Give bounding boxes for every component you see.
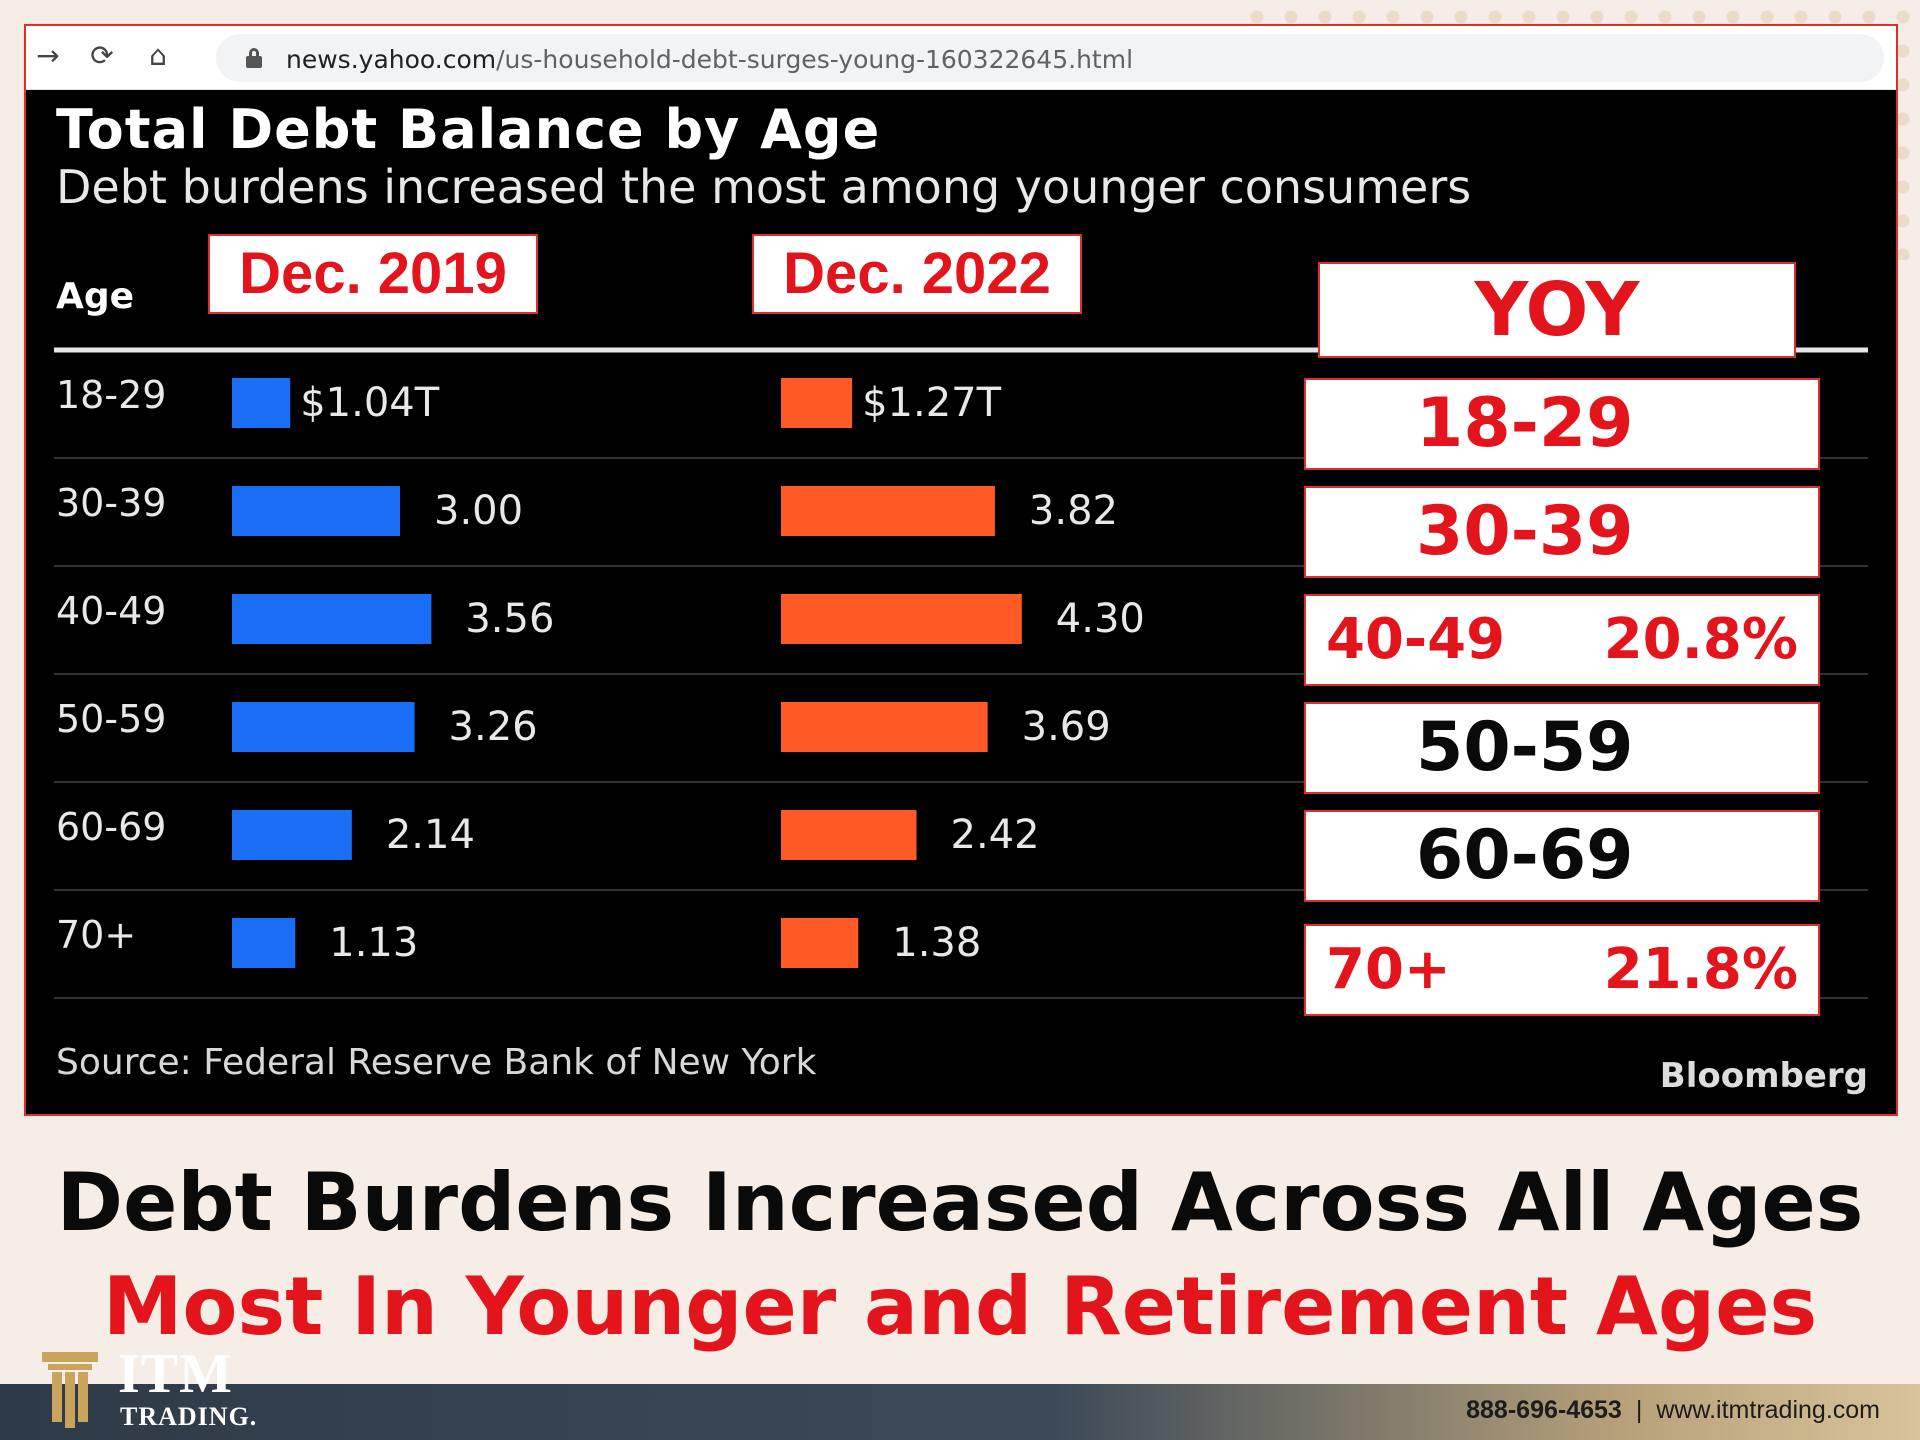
yoy-age-label: 70+: [1326, 937, 1451, 1002]
yoy-row-30-39: 30-39: [1304, 486, 1820, 578]
data-label: 3.56: [465, 596, 554, 642]
data-label: 3.26: [449, 704, 538, 750]
chart-source: Source: Federal Reserve Bank of New York: [56, 1042, 817, 1083]
category-label: 18-29: [56, 373, 166, 417]
category-label: 60-69: [56, 805, 166, 849]
yoy-age-label: 30-39: [1416, 492, 1634, 571]
data-label: 3.82: [1029, 488, 1118, 534]
yoy-row-40-49: 40-49 20.8%: [1304, 594, 1820, 686]
url-text[interactable]: news.yahoo.com/us-household-debt-surges-…: [286, 45, 1133, 74]
bar-2019-18-29: [232, 378, 291, 428]
chart-subtitle: Debt burdens increased the most among yo…: [56, 160, 1472, 214]
headline-primary: Debt Burdens Increased Across All Ages: [56, 1156, 1864, 1249]
separator: |: [1635, 1396, 1643, 1424]
bar-2019-60-69: [232, 810, 352, 860]
data-label: 2.14: [386, 812, 475, 858]
website-link[interactable]: www.itmtrading.com: [1656, 1396, 1880, 1424]
category-label: 40-49: [56, 589, 166, 633]
series-2019-label: Dec. 2019: [208, 234, 538, 314]
chart-title: Total Debt Balance by Age: [56, 98, 881, 161]
contact-info: 888-696-4653 | www.itmtrading.com: [1466, 1396, 1880, 1425]
bar-2022-70+: [781, 918, 859, 968]
phone-number[interactable]: 888-696-4653: [1466, 1396, 1622, 1424]
logo-text-itm: ITM: [118, 1343, 233, 1405]
data-label: 3.00: [434, 488, 523, 534]
bar-2019-70+: [232, 918, 296, 968]
yoy-age-label: 60-69: [1416, 816, 1634, 895]
yoy-row-18-29: 18-29: [1304, 378, 1820, 470]
yoy-row-60-69: 60-69: [1304, 810, 1820, 902]
age-column-header: Age: [56, 276, 135, 317]
data-label: 1.13: [329, 920, 418, 966]
category-label: 30-39: [56, 481, 166, 525]
yoy-age-label: 40-49: [1326, 607, 1506, 672]
yoy-percent: 21.8%: [1603, 937, 1798, 1002]
bar-2019-50-59: [232, 702, 415, 752]
bar-2019-30-39: [232, 486, 400, 536]
data-label: $1.27T: [862, 380, 1002, 426]
reload-icon[interactable]: ⟳: [90, 39, 114, 72]
brand-logo: Bloomberg: [1659, 1056, 1868, 1096]
data-label: 2.42: [951, 812, 1040, 858]
url-path: /us-household-debt-surges-young-16032264…: [496, 45, 1134, 74]
yoy-age-label: 18-29: [1416, 384, 1634, 463]
yoy-header: YOY: [1318, 262, 1796, 358]
home-icon[interactable]: ⌂: [149, 39, 167, 72]
category-label: 50-59: [56, 697, 166, 741]
bar-2022-50-59: [781, 702, 988, 752]
lock-icon: [246, 48, 262, 68]
yoy-age-label: 50-59: [1416, 708, 1634, 787]
logo-text-trading: TRADING.: [120, 1402, 258, 1431]
data-label: 3.69: [1022, 704, 1111, 750]
bar-2022-30-39: [781, 486, 995, 536]
data-label: 4.30: [1056, 596, 1145, 642]
bar-2022-40-49: [781, 594, 1022, 644]
back-arrow-icon[interactable]: →: [36, 39, 60, 72]
yoy-percent: 20.8%: [1603, 607, 1798, 672]
url-field[interactable]: news.yahoo.com/us-household-debt-surges-…: [216, 34, 1884, 82]
yoy-row-70+: 70+ 21.8%: [1304, 924, 1820, 1016]
url-host: news.yahoo.com: [286, 45, 497, 74]
bar-2019-40-49: [232, 594, 432, 644]
data-label: $1.04T: [300, 380, 440, 426]
bar-2022-18-29: [781, 378, 853, 428]
category-label: 70+: [56, 913, 136, 957]
series-2022-label: Dec. 2022: [752, 234, 1082, 314]
yoy-row-50-59: 50-59: [1304, 702, 1820, 794]
browser-window: → ⟳ ⌂ news.yahoo.com/us-household-debt-s…: [24, 24, 1898, 1116]
itm-trading-logo: ITM TRADING.: [36, 1342, 256, 1440]
data-label: 1.38: [892, 920, 981, 966]
headline-secondary: Most In Younger and Retirement Ages: [102, 1260, 1818, 1353]
footer-bar: [0, 1384, 1920, 1440]
address-bar: → ⟳ ⌂ news.yahoo.com/us-household-debt-s…: [26, 26, 1896, 90]
pillar-icon: [42, 1352, 98, 1428]
bar-2022-60-69: [781, 810, 917, 860]
